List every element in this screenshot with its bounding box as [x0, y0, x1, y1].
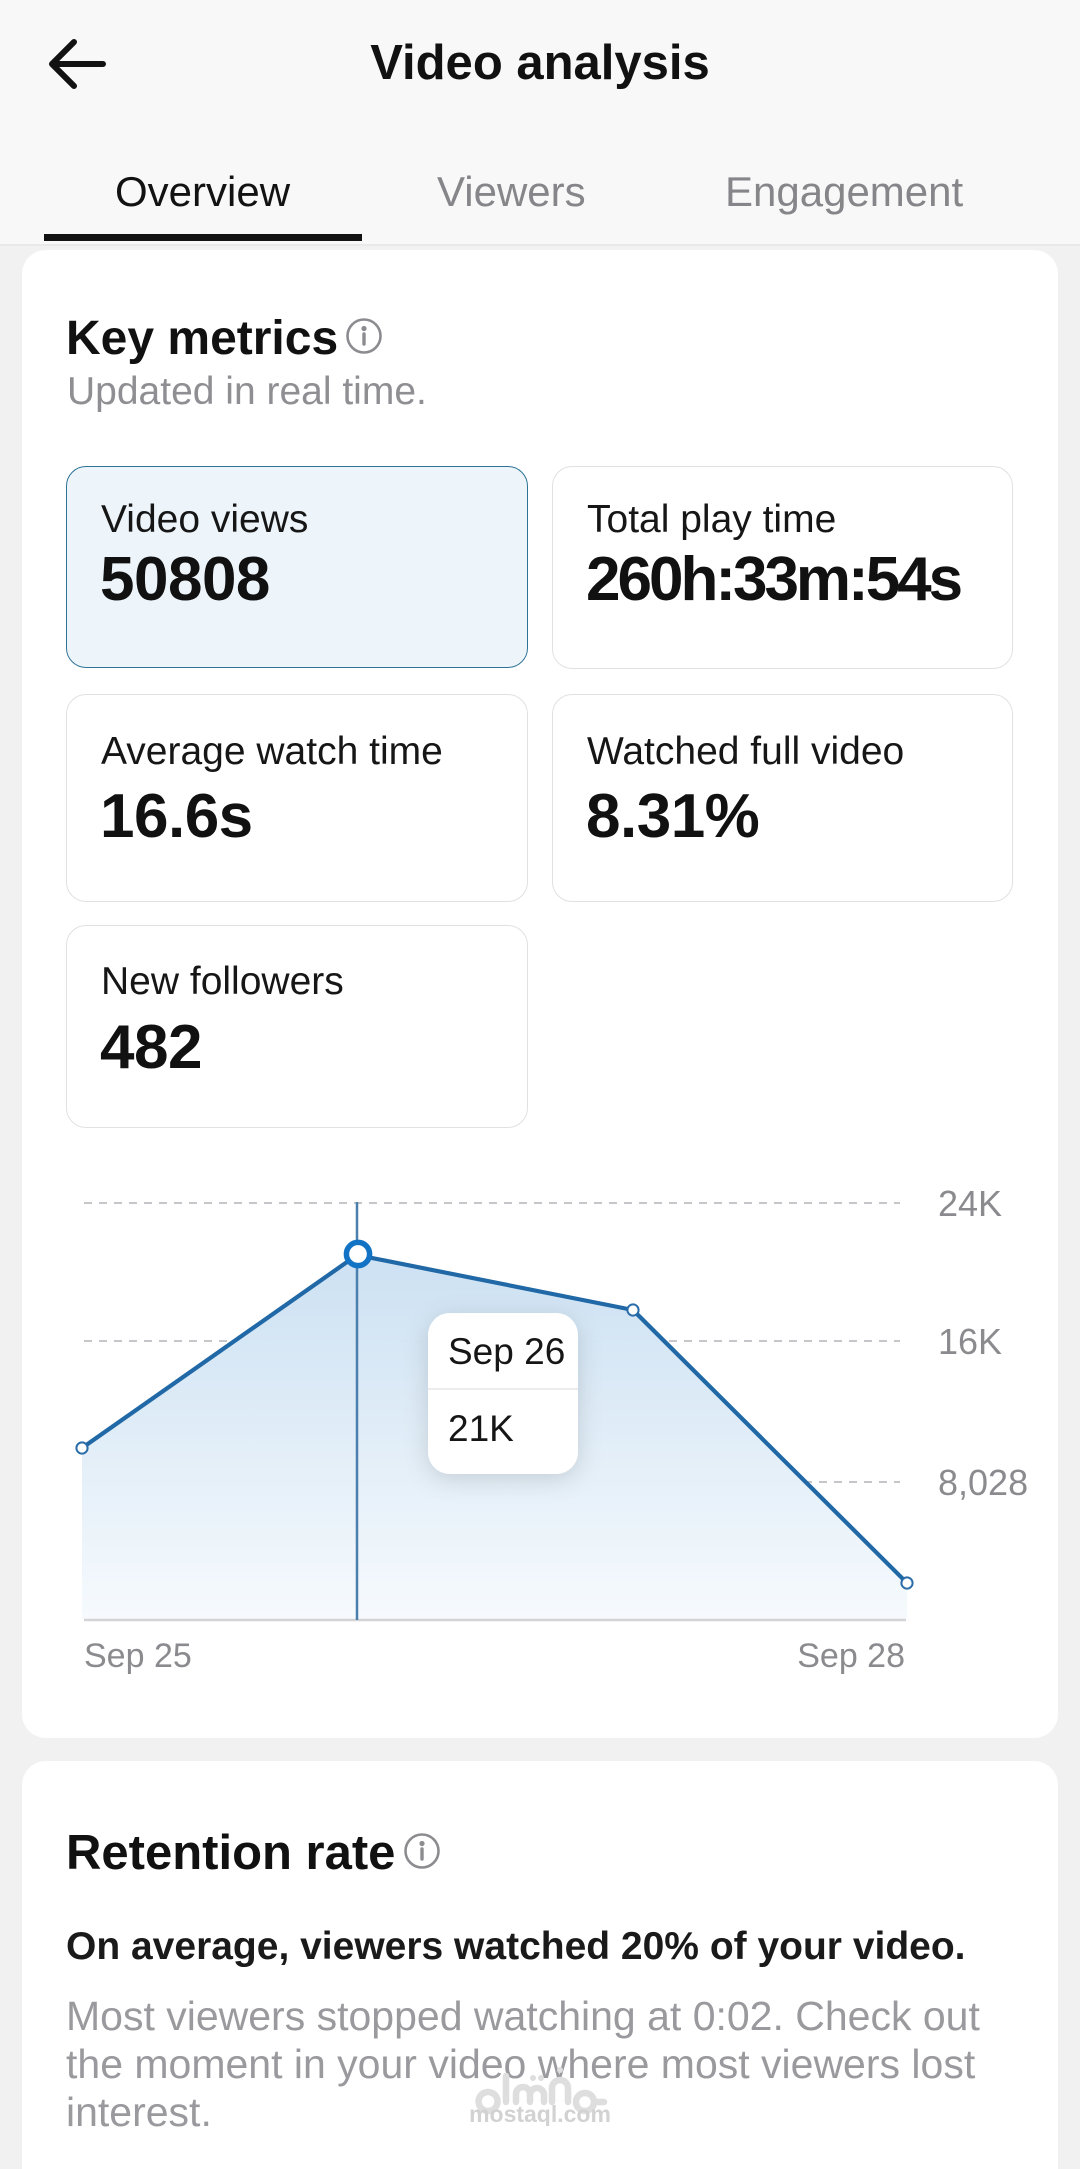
svg-text:mostaql.com: mostaql.com [470, 2101, 610, 2126]
svg-text:Sep 26: Sep 26 [448, 1331, 565, 1372]
svg-text:16K: 16K [938, 1321, 1002, 1362]
svg-text:24K: 24K [938, 1183, 1002, 1224]
svg-text:Sep 28: Sep 28 [797, 1637, 905, 1675]
svg-text:21K: 21K [448, 1408, 514, 1449]
svg-text:8,028: 8,028 [938, 1462, 1028, 1503]
svg-text:Sep 25: Sep 25 [84, 1637, 192, 1675]
